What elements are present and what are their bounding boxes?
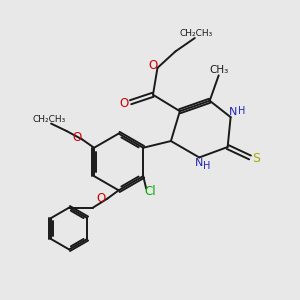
Text: O: O	[72, 131, 81, 144]
Text: S: S	[252, 152, 260, 166]
Text: O: O	[119, 97, 129, 110]
Text: Cl: Cl	[144, 185, 156, 198]
Text: H: H	[238, 106, 246, 116]
Text: CH₃: CH₃	[210, 65, 229, 75]
Text: CH₂CH₃: CH₂CH₃	[33, 115, 66, 124]
Text: N: N	[229, 107, 237, 117]
Text: N: N	[194, 158, 203, 168]
Text: O: O	[148, 59, 158, 72]
Text: CH₂CH₃: CH₂CH₃	[180, 29, 213, 38]
Text: H: H	[203, 161, 210, 171]
Text: O: O	[97, 192, 106, 205]
